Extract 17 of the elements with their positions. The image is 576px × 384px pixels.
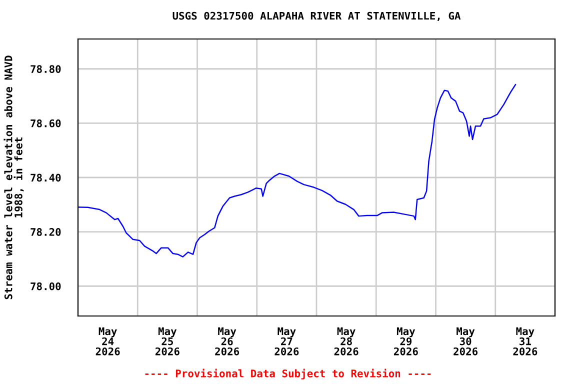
- x-tick-label: May 30 2026: [454, 327, 478, 356]
- y-tick-label: 78.60: [30, 119, 61, 128]
- x-tick-label: May 26 2026: [215, 327, 240, 356]
- x-tick-label: May 25 2026: [155, 327, 180, 356]
- chart-title: USGS 02317500 ALAPAHA RIVER AT STATENVILLE, GA: [172, 12, 461, 22]
- y-tick-label: 78.40: [30, 174, 61, 182]
- y-axis-title: Stream water level elevation above NAVD 1988, in feet: [4, 56, 24, 300]
- text: ---- Provisional Data Subject to Revision ----: [145, 368, 431, 380]
- y-tick-label: 78.20: [30, 228, 61, 236]
- x-tick-label: May 24 2026: [96, 327, 120, 356]
- line-series: [78, 84, 516, 258]
- y-tick-label: 78.80: [30, 65, 61, 73]
- x-tick-label: May 27 2026: [274, 327, 299, 356]
- x-tick-label: May 28 2026: [334, 327, 358, 356]
- y-tick-label: 78.00: [30, 282, 61, 290]
- x-tick-label: May 29 2026: [394, 327, 418, 356]
- x-tick-label: May 31 2026: [513, 327, 538, 356]
